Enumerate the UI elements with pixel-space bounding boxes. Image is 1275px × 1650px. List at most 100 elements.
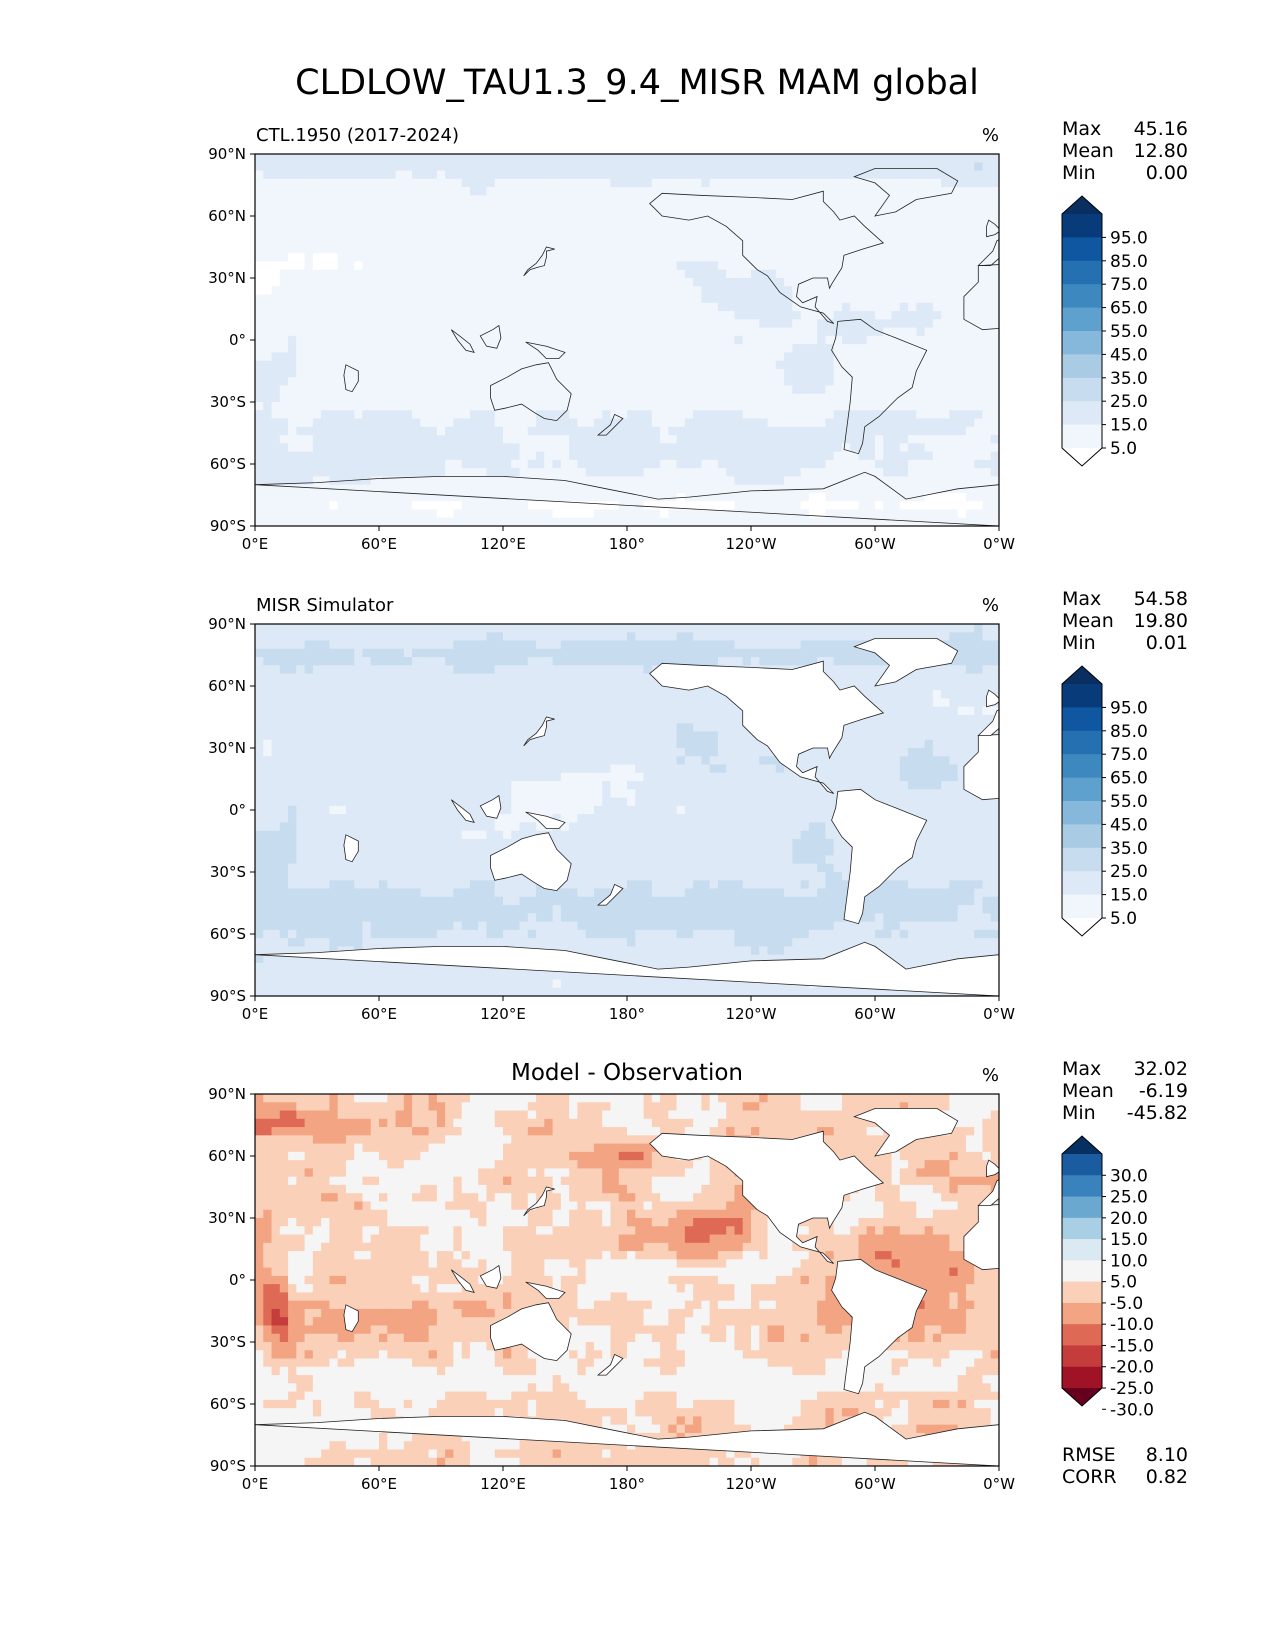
field-cell xyxy=(370,335,380,345)
field-cell xyxy=(337,443,347,453)
field-cell xyxy=(635,195,645,205)
field-cell xyxy=(362,327,372,337)
field-cell xyxy=(585,154,595,163)
field-cell xyxy=(635,418,645,428)
field-cell xyxy=(883,459,893,469)
field-cell xyxy=(676,344,686,353)
field-cell xyxy=(751,220,760,229)
field-cell xyxy=(296,451,306,461)
field-cell xyxy=(965,286,975,296)
field-cell xyxy=(974,435,984,444)
field-cell xyxy=(453,690,463,699)
field-cell xyxy=(916,211,926,221)
field-cell xyxy=(577,410,587,420)
field-cell xyxy=(817,385,826,395)
field-cell xyxy=(362,624,372,633)
field-cell xyxy=(932,261,942,271)
field-cell xyxy=(792,402,802,411)
field-cell xyxy=(676,459,686,469)
field-cell xyxy=(660,360,669,370)
field-cell xyxy=(321,393,330,403)
field-cell xyxy=(701,170,711,180)
field-cell xyxy=(850,368,860,378)
field-cell xyxy=(436,517,446,526)
field-cell xyxy=(503,211,512,221)
field-cell xyxy=(610,517,620,526)
field-cell xyxy=(585,665,595,675)
field-cell xyxy=(833,335,843,345)
field-cell xyxy=(800,648,810,658)
field-cell xyxy=(387,211,397,221)
field-cell xyxy=(321,517,330,526)
field-cell xyxy=(767,302,777,312)
field-cell xyxy=(841,261,851,271)
field-cell xyxy=(990,170,999,180)
field-cell xyxy=(875,484,884,494)
field-cell xyxy=(957,632,967,642)
field-cell xyxy=(982,418,992,428)
field-cell xyxy=(503,344,512,353)
field-cell xyxy=(329,468,339,477)
field-cell xyxy=(676,426,686,436)
field-cell xyxy=(734,443,744,453)
field-cell xyxy=(717,236,727,246)
field-cell xyxy=(321,418,330,428)
field-cell xyxy=(924,244,934,254)
field-cell xyxy=(329,426,339,436)
field-cell xyxy=(841,335,851,345)
field-cell xyxy=(453,492,463,502)
field-cell xyxy=(891,484,901,494)
field-cell xyxy=(436,311,446,320)
field-cell xyxy=(593,418,603,428)
field-cell xyxy=(643,344,653,353)
field-cell xyxy=(263,492,273,502)
field-cell xyxy=(941,517,950,526)
field-cell xyxy=(312,236,322,246)
field-cell xyxy=(709,170,719,180)
field-cell xyxy=(660,690,669,699)
field-cell xyxy=(370,244,380,254)
field-cell xyxy=(643,244,653,254)
field-cell xyxy=(932,319,942,329)
field-cell xyxy=(379,203,388,213)
field-cell xyxy=(511,393,521,403)
field-cell xyxy=(478,377,488,387)
field-cell xyxy=(651,492,661,502)
field-cell xyxy=(503,236,512,246)
field-cell xyxy=(445,443,454,453)
field-cell xyxy=(445,698,454,708)
field-cell xyxy=(461,360,471,370)
field-cell xyxy=(536,220,545,229)
field-cell xyxy=(693,294,702,304)
field-cell xyxy=(808,228,818,238)
field-cell xyxy=(279,393,289,403)
field-cell xyxy=(784,393,793,403)
field-cell xyxy=(288,385,297,395)
field-cell xyxy=(651,402,661,411)
field-cell xyxy=(941,253,950,263)
field-cell xyxy=(643,476,653,486)
field-cell xyxy=(883,418,893,428)
field-cell xyxy=(627,418,636,428)
field-cell xyxy=(908,352,917,362)
field-cell xyxy=(965,426,975,436)
field-cell xyxy=(990,435,999,444)
field-cell xyxy=(461,253,471,263)
field-cell xyxy=(585,426,595,436)
field-cell xyxy=(478,517,488,526)
field-cell xyxy=(833,195,843,205)
field-cell xyxy=(792,393,802,403)
field-cell xyxy=(503,451,512,461)
field-cell xyxy=(924,187,934,196)
field-cell xyxy=(503,435,512,444)
field-cell xyxy=(387,360,397,370)
field-cell xyxy=(833,170,843,180)
field-cell xyxy=(585,657,595,666)
field-cell xyxy=(949,681,959,691)
field-cell xyxy=(717,426,727,436)
field-cell xyxy=(957,220,967,229)
field-cell xyxy=(478,673,488,683)
field-cell xyxy=(742,377,752,387)
field-cell xyxy=(941,385,950,395)
field-cell xyxy=(891,154,901,163)
